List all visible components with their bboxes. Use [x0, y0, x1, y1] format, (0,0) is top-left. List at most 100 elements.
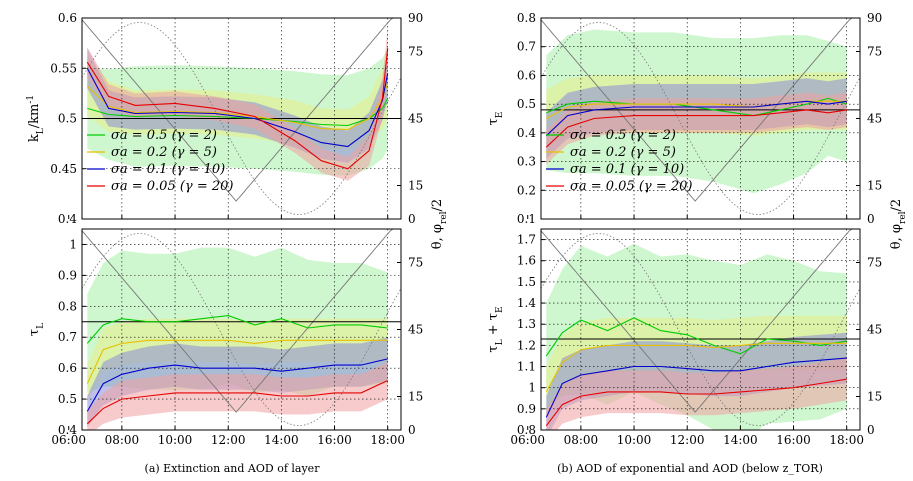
legend-label-s02: σa = 0.2 (γ = 5): [111, 145, 217, 160]
y-tick-label: 0.8: [517, 423, 536, 437]
y-tick-label: 0.9: [517, 402, 536, 416]
plot-area: [82, 229, 401, 430]
series-line-s005: [545, 109, 847, 148]
series-line-s01: [86, 358, 388, 412]
solar-zenith-line: [82, 18, 401, 202]
band-s005: [87, 362, 388, 430]
legend-label-s01: σa = 0.1 (γ = 10): [111, 162, 225, 177]
series-line-s005: [545, 378, 847, 427]
y-tick-label: 0.4: [58, 423, 77, 437]
legend-label-s05: σa = 0.5 (γ = 2): [111, 128, 217, 143]
panel-a-top: 0.4 0.45 0.5 0.55 0.6 0 15 45 75 90 kL/km-1 θ, φrel…: [26, 11, 449, 249]
y-tick-label: 0.9: [58, 268, 77, 282]
legend-label-s005: σa = 0.05 (γ = 20): [111, 179, 233, 194]
y2-tick-label: 45: [867, 112, 882, 126]
y-axis-label: kL/km-1: [26, 95, 46, 142]
x-tick-label: 12:00: [670, 433, 705, 447]
x-tick-label: 08:00: [105, 433, 140, 447]
y2-tick-label: 15: [408, 390, 423, 404]
y-tick-label: 1.1: [517, 360, 536, 374]
y-tick-label: 0.8: [517, 11, 536, 25]
x-tick-label: 10:00: [158, 433, 193, 447]
y-tick-label: 1.7: [517, 233, 536, 247]
y2-tick-label: 75: [867, 256, 882, 270]
y2-tick-label: 0: [867, 212, 875, 226]
y-tick-label: 0.5: [58, 112, 77, 126]
y-tick-label: 0.8: [58, 299, 77, 313]
y2-tick-label: 15: [867, 390, 882, 404]
series-line-s05: [86, 315, 388, 344]
y2-tick-label: 0: [867, 423, 875, 437]
y-axis-label: τL: [27, 323, 46, 336]
y-tick-label: 1: [69, 237, 77, 251]
series-line-s01: [545, 100, 847, 137]
plot-area: [541, 229, 860, 430]
solar-zenith-line: [541, 229, 860, 413]
legend-label-s02: σa = 0.2 (γ = 5): [570, 145, 676, 160]
legend-label-s005: σa = 0.05 (γ = 20): [570, 179, 692, 194]
legend-label-s01: σa = 0.1 (γ = 10): [570, 162, 684, 177]
y-tick-label: 0.5: [517, 97, 536, 111]
y-tick-label: 0.6: [58, 11, 77, 25]
y-tick-label: 0.4: [517, 126, 536, 140]
solar-zenith-line: [82, 229, 401, 413]
y-tick-label: 0.1: [517, 212, 536, 226]
x-tick-label: 14:00: [723, 433, 758, 447]
caption-a: (a) Extinction and AOD of layer: [145, 462, 321, 475]
y-tick-label: 0.55: [50, 61, 77, 75]
y2-tick-label: 90: [867, 11, 882, 25]
y-tick-label: 1.4: [517, 296, 536, 310]
x-tick-label: 06:00: [510, 433, 545, 447]
x-tick-label: 18:00: [370, 433, 405, 447]
series-line-s02: [86, 339, 388, 384]
y-tick-label: 0.7: [58, 330, 77, 344]
y2-tick-label: 15: [867, 179, 882, 193]
panel-b-bottom: 0.8 0.9 1 1.1 1.2 1.3 1.4 1.5 1.6 1.7 0 15 45 75 06:00…: [486, 228, 882, 447]
y-tick-label: 1: [528, 381, 536, 395]
y2-tick-label: 15: [408, 179, 423, 193]
y2-tick-label: 45: [867, 323, 882, 337]
y-axis-label: τE: [486, 112, 505, 126]
y-tick-label: 0.45: [50, 162, 77, 176]
y-tick-label: 0.6: [517, 68, 536, 82]
y2-tick-label: 75: [408, 45, 423, 59]
y-axis-label: τL + τE: [486, 306, 505, 352]
y-tick-label: 0.2: [517, 183, 536, 197]
y2-tick-label: 45: [408, 323, 423, 337]
series-line-s02: [86, 83, 389, 131]
y2-tick-label: 75: [408, 256, 423, 270]
y-tick-label: 0.6: [58, 361, 77, 375]
y2-axis-label: θ, φrel/2: [889, 199, 908, 249]
series-line-s01: [86, 67, 389, 148]
series-line-s005: [86, 380, 388, 425]
series-line-s02: [545, 342, 847, 393]
y2-tick-label: 90: [408, 11, 423, 25]
series-line-s05: [545, 317, 847, 357]
series-line-s02: [546, 100, 847, 119]
panel-a-bottom: 0.4 0.5 0.6 0.7 0.8 0.9 1 0 15 45 75 06:00 08:00 10:0…: [27, 228, 423, 447]
y2-tick-label: 45: [408, 112, 423, 126]
caption-b: (b) AOD of exponential and AOD (below z_…: [557, 462, 823, 475]
y-tick-label: 0.4: [58, 212, 77, 226]
x-tick-label: 16:00: [776, 433, 811, 447]
series-line-s01: [545, 357, 847, 418]
plot-area: [82, 18, 401, 219]
x-tick-label: 16:00: [317, 433, 352, 447]
y-tick-label: 0.3: [517, 155, 536, 169]
y-tick-label: 0.7: [517, 40, 536, 54]
band-s005: [87, 28, 388, 181]
x-tick-label: 12:00: [211, 433, 246, 447]
x-tick-label: 14:00: [264, 433, 299, 447]
y2-tick-label: 0: [408, 423, 416, 437]
solar-zenith-line: [541, 18, 860, 202]
y-tick-label: 1.6: [517, 254, 536, 268]
series-line-s005: [86, 48, 389, 170]
plot-area: [541, 18, 860, 219]
y2-tick-label: 0: [408, 212, 416, 226]
legend-label-s05: σa = 0.5 (γ = 2): [570, 128, 676, 143]
y2-axis-label: θ, φrel/2: [430, 199, 449, 249]
x-tick-label: 18:00: [829, 433, 864, 447]
y-tick-label: 0.5: [58, 392, 77, 406]
y2-tick-label: 75: [867, 45, 882, 59]
